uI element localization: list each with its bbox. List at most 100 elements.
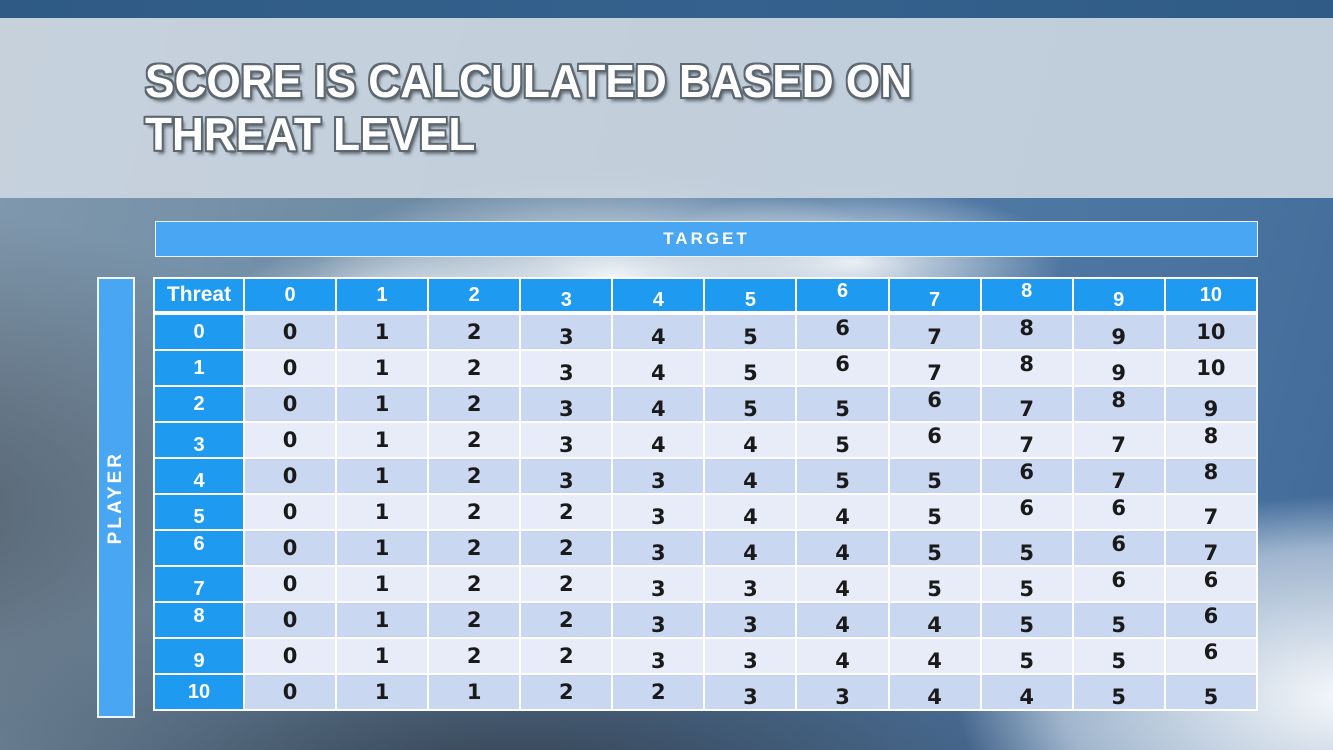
score-cell: 0 <box>245 315 336 349</box>
column-header-cell: 10 <box>1165 279 1256 313</box>
score-row: 4 0 1 2 3 3 4 5 5 6 7 8 <box>155 459 1256 493</box>
score-value: 3 <box>835 685 850 709</box>
score-cell: 7 <box>1073 459 1164 493</box>
score-cell: 3 <box>521 459 612 493</box>
score-value: 2 <box>466 464 482 488</box>
slide-title: SCORE IS CALCULATED BASED ON THREAT LEVE… <box>145 54 913 160</box>
score-cell: 2 <box>521 567 612 601</box>
score-table: Threat 0 1 2 3 4 5 6 7 8 9 10 0 0 1 2 3 4 5 6 7 8 9 10 1 0 1 2 3 4 5 6… <box>153 277 1258 711</box>
score-value: 5 <box>835 469 850 493</box>
score-cell: 6 <box>981 459 1072 493</box>
score-value: 5 <box>743 397 758 421</box>
score-value: 3 <box>558 361 574 385</box>
score-value: 1 <box>374 680 390 704</box>
score-value: 3 <box>743 613 758 637</box>
score-cell: 6 <box>1165 567 1256 601</box>
score-cell: 7 <box>889 315 980 349</box>
score-cell: 3 <box>705 603 796 637</box>
score-cell: 4 <box>889 603 980 637</box>
score-cell: 1 <box>337 387 428 421</box>
score-cell: 4 <box>797 603 888 637</box>
column-header-cell: 7 <box>889 279 980 313</box>
score-cell: 1 <box>337 603 428 637</box>
row-header-value: 4 <box>193 469 205 492</box>
score-cell: 8 <box>1165 459 1256 493</box>
score-value: 2 <box>466 644 482 668</box>
score-row: 0 0 1 2 3 4 5 6 7 8 9 10 <box>155 315 1256 349</box>
score-value: 6 <box>1203 604 1219 628</box>
score-cell: 3 <box>521 315 612 349</box>
score-cell: 4 <box>797 531 888 565</box>
score-cell: 2 <box>429 495 520 529</box>
score-value: 4 <box>651 433 666 457</box>
score-row: 8 0 1 2 2 3 3 4 4 5 5 6 <box>155 603 1256 637</box>
score-value: 2 <box>558 644 574 668</box>
score-cell: 1 <box>337 639 428 673</box>
score-cell: 3 <box>613 639 704 673</box>
score-value: 0 <box>282 320 298 344</box>
score-value: 1 <box>374 500 390 524</box>
score-value: 5 <box>927 541 942 565</box>
score-cell: 5 <box>1165 675 1256 709</box>
score-cell: 3 <box>797 675 888 709</box>
score-cell: 4 <box>613 387 704 421</box>
score-cell: 6 <box>889 423 980 457</box>
score-value: 2 <box>558 536 574 560</box>
score-value: 3 <box>558 397 574 421</box>
score-cell: 3 <box>705 639 796 673</box>
score-cell: 5 <box>705 387 796 421</box>
score-value: 9 <box>1203 397 1219 421</box>
score-value: 0 <box>282 680 298 704</box>
column-header-value: 7 <box>929 288 941 311</box>
row-header-value: 0 <box>193 320 205 343</box>
row-header-value: 5 <box>193 505 205 528</box>
score-value: 5 <box>1019 577 1034 601</box>
row-header-cell: 9 <box>155 639 243 673</box>
score-cell: 10 <box>1165 315 1256 349</box>
score-value: 7 <box>1203 541 1219 565</box>
score-cell: 3 <box>705 567 796 601</box>
score-value: 0 <box>282 464 298 488</box>
score-value: 8 <box>1019 316 1034 340</box>
score-cell: 2 <box>429 351 520 385</box>
row-header-value: 9 <box>193 649 205 672</box>
row-header-value: 1 <box>193 356 205 379</box>
score-value: 4 <box>743 541 758 565</box>
score-value: 6 <box>835 352 850 376</box>
score-value: 3 <box>651 649 666 673</box>
column-header-value: 2 <box>468 283 480 306</box>
score-value: 2 <box>466 392 482 416</box>
score-value: 8 <box>1203 460 1219 484</box>
score-cell: 5 <box>981 603 1072 637</box>
score-row: 1 0 1 2 3 4 5 6 7 8 9 10 <box>155 351 1256 385</box>
score-cell: 1 <box>337 423 428 457</box>
score-value: 6 <box>927 388 942 412</box>
column-header-value: 6 <box>836 279 849 302</box>
score-cell: 3 <box>613 603 704 637</box>
score-cell: 2 <box>429 459 520 493</box>
score-cell: 3 <box>613 531 704 565</box>
score-cell: 2 <box>429 603 520 637</box>
row-header-value: 2 <box>193 392 205 415</box>
score-cell: 6 <box>1165 639 1256 673</box>
score-cell: 0 <box>245 423 336 457</box>
score-value: 4 <box>927 649 942 673</box>
row-header-value: 8 <box>193 604 205 627</box>
score-value: 7 <box>927 325 942 349</box>
score-value: 3 <box>651 505 666 529</box>
column-header-value: 5 <box>744 288 756 311</box>
score-value: 5 <box>1019 649 1034 673</box>
score-value: 4 <box>835 505 850 529</box>
score-cell: 2 <box>429 531 520 565</box>
score-value: 2 <box>558 572 574 596</box>
score-cell: 4 <box>797 495 888 529</box>
score-value: 6 <box>1019 496 1034 520</box>
score-cell: 4 <box>797 639 888 673</box>
score-cell: 8 <box>1165 423 1256 457</box>
score-cell: 4 <box>705 459 796 493</box>
score-row: 5 0 1 2 2 3 4 4 5 6 6 7 <box>155 495 1256 529</box>
score-value: 7 <box>1111 469 1127 493</box>
score-value: 2 <box>466 500 482 524</box>
score-cell: 9 <box>1073 351 1164 385</box>
score-cell: 6 <box>1073 495 1164 529</box>
